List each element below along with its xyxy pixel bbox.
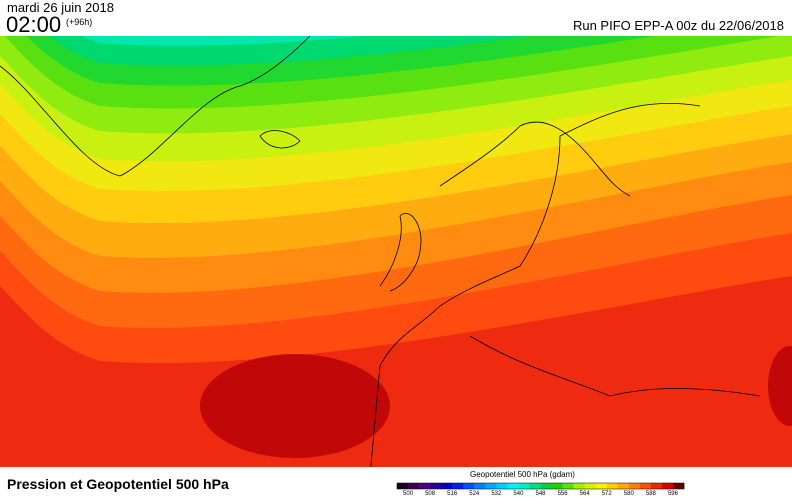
colorbar-cell (463, 483, 475, 489)
map-title: Pression et Geopotentiel 500 hPa (7, 476, 229, 492)
field-core (768, 346, 792, 426)
colorbar-tick-label: 516 (447, 491, 458, 497)
coastline (370, 103, 701, 467)
date: mardi 26 juin 2018 (7, 0, 114, 15)
coastline (439, 121, 631, 197)
colorbar: 500 508 516 524 532 540 548 556 564 572 580 588 596 (396, 482, 685, 497)
colorbar-cell (672, 483, 685, 489)
colorbar-tick-label: 580 (624, 491, 635, 497)
colorbar-tick-label: 508 (425, 491, 436, 497)
colorbar-tick-label: 500 (403, 491, 414, 497)
field-core (200, 354, 390, 458)
colorbar-cell (485, 483, 497, 489)
colorbar-tick-label: 572 (602, 491, 613, 497)
colorbar-tick-label: 540 (513, 491, 524, 497)
colorbar-cell (573, 483, 585, 489)
colorbar-cell (397, 483, 409, 489)
colorbar-cell (617, 483, 630, 489)
colorbar-cell (441, 483, 453, 489)
colorbar-cell (551, 483, 563, 489)
colorbar-frame (396, 482, 685, 490)
colorbar-cell (595, 483, 608, 489)
colorbar-cell (507, 483, 519, 489)
lead-time: (+96h) (66, 17, 93, 27)
colorbar-cell (419, 483, 431, 489)
colorbar-cell (430, 483, 442, 489)
colorbar-cell (452, 483, 464, 489)
colorbar-cell (639, 483, 652, 489)
colorbar-tick-label: 564 (580, 491, 591, 497)
colorbar-cell (606, 483, 619, 489)
colorbar-cell (529, 483, 541, 489)
colorbar-tick-label: 596 (668, 491, 679, 497)
colorbar-cell (408, 483, 420, 489)
coastline (259, 130, 301, 149)
colorbar-cell (584, 483, 596, 489)
colorbar-tick-label: 524 (469, 491, 480, 497)
coastline (469, 335, 761, 397)
colorbar-cell (650, 483, 663, 489)
colorbar-cell (628, 483, 641, 489)
colorbar-cell (540, 483, 552, 489)
map (0, 36, 792, 467)
colorbar-tick-label: 588 (646, 491, 657, 497)
colorbar-cell (562, 483, 574, 489)
colorbar-cell (518, 483, 530, 489)
colorbar-cell (496, 483, 508, 489)
field-band (81, 36, 367, 46)
colorbar-tick-label: 532 (491, 491, 502, 497)
colorbar-cell (661, 483, 674, 489)
coastline (0, 36, 311, 177)
colorbar-title: Geopotentiel 500 hPa (gdam) (470, 470, 575, 479)
colorbar-cell (474, 483, 486, 489)
coastline (379, 213, 422, 292)
time: 02:00 (6, 12, 62, 37)
colorbar-tick-label: 556 (558, 491, 569, 497)
colorbar-tick-label: 548 (535, 491, 546, 497)
run-info: Run PIFO EPP-A 00z du 22/06/2018 (572, 18, 784, 33)
